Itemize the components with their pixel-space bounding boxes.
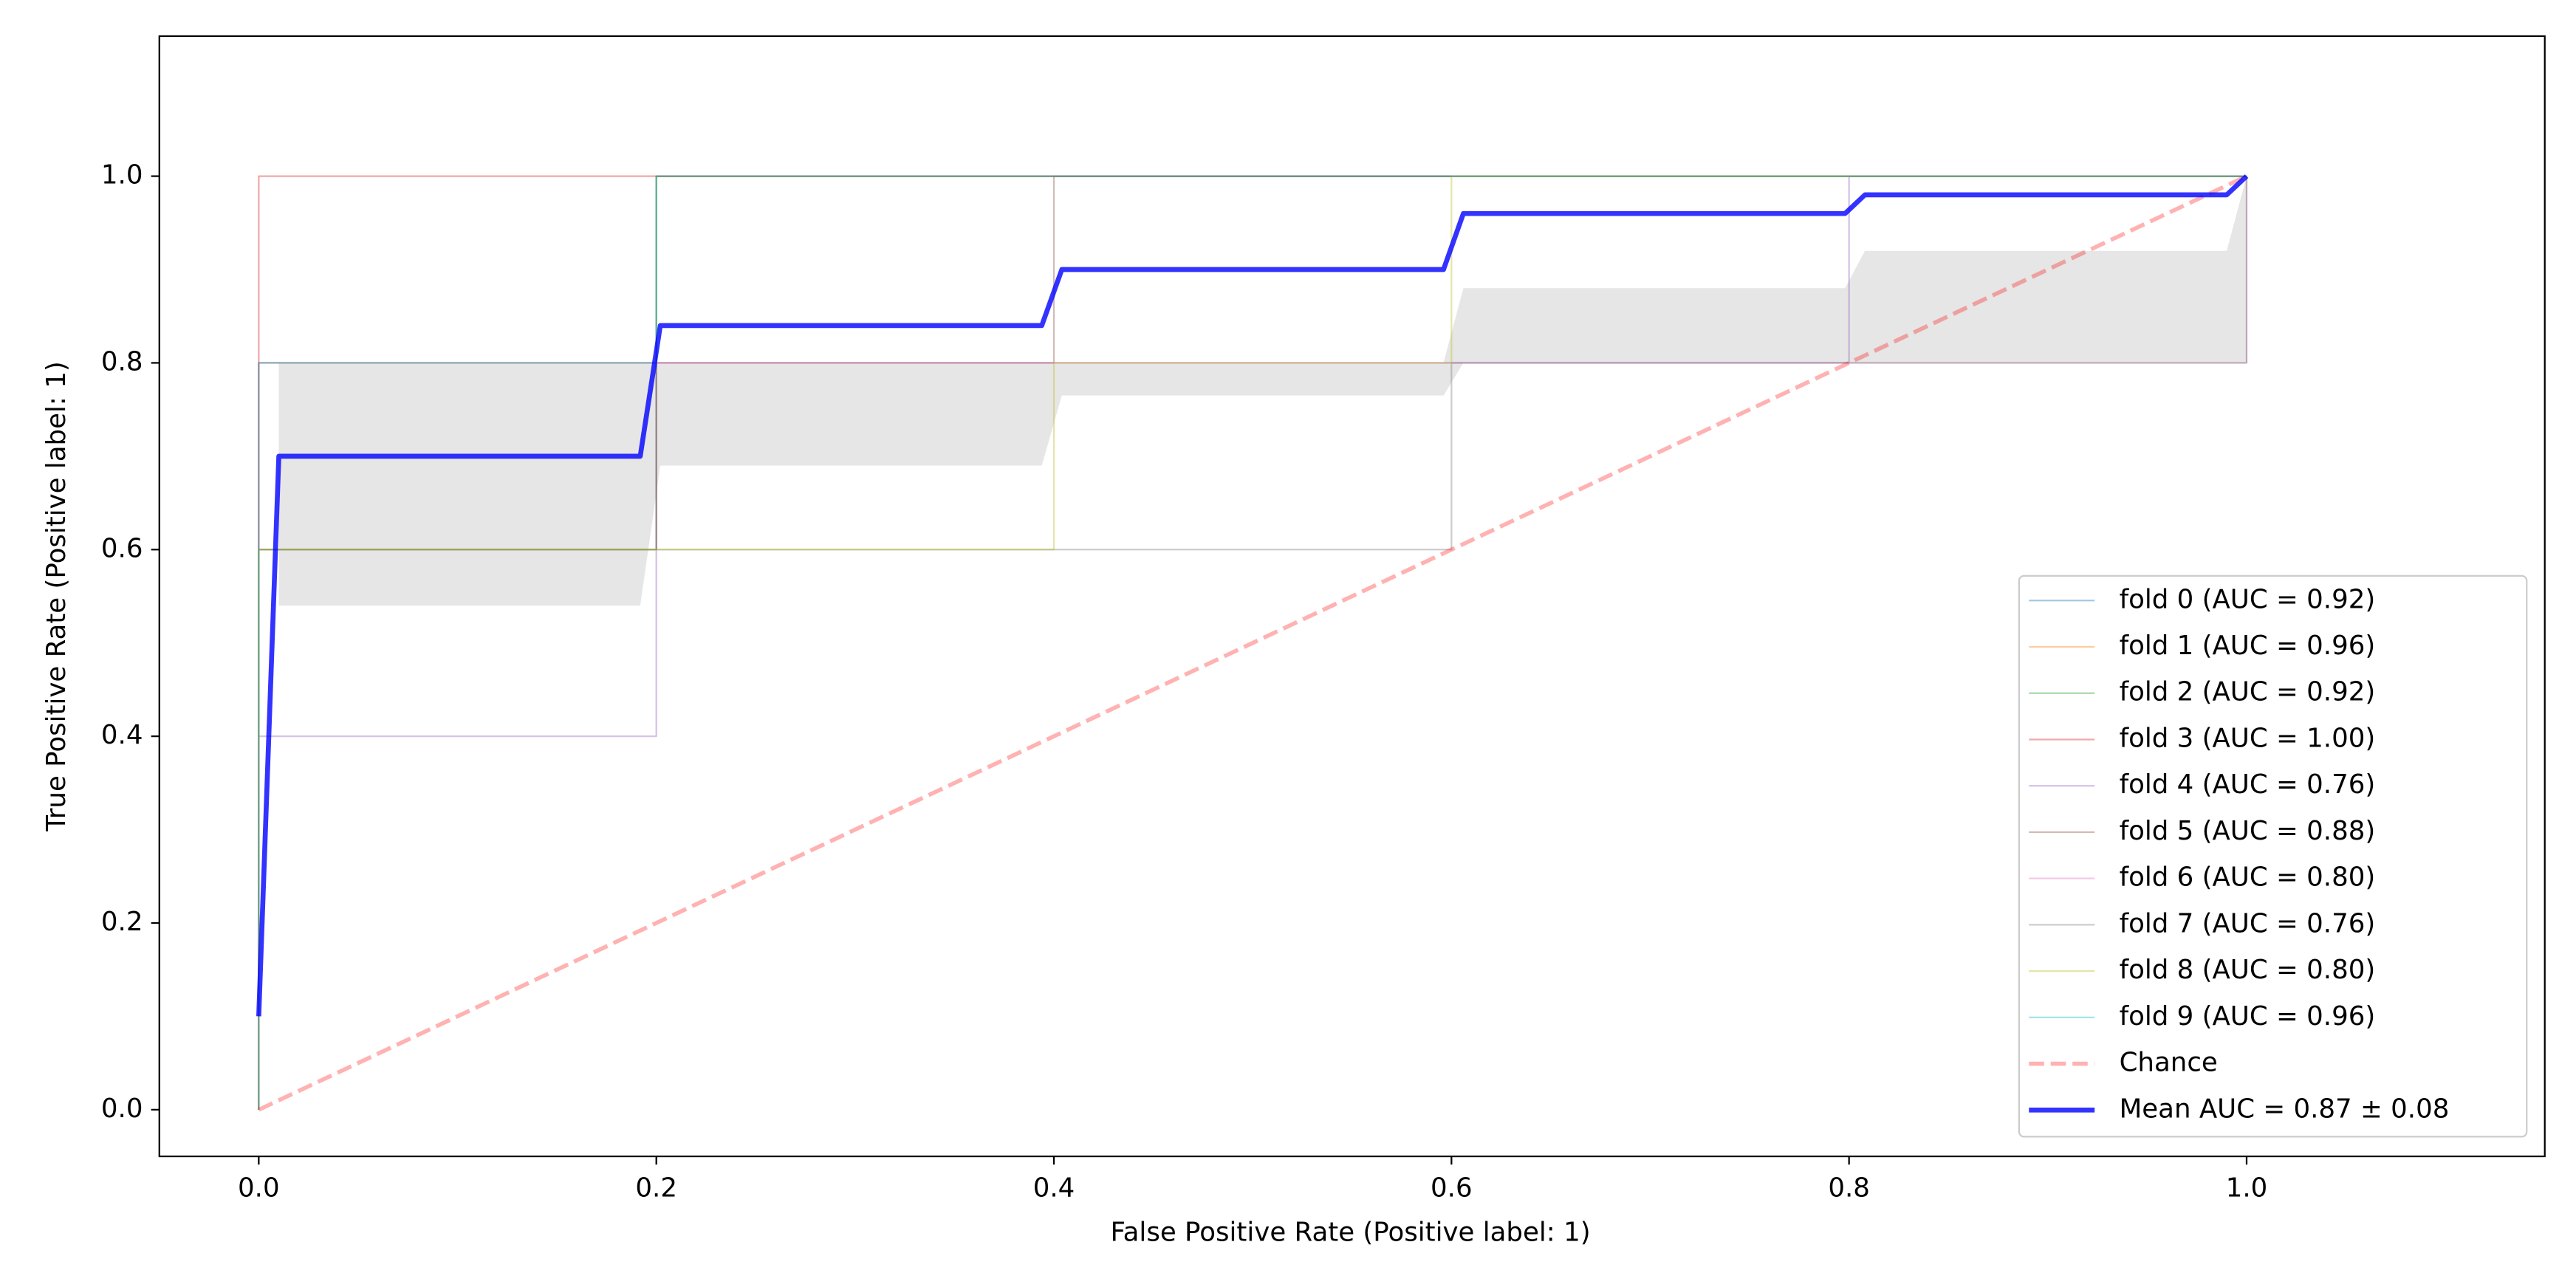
series-line [258,176,2248,1110]
series-line [256,174,2249,1017]
x-tick-label: 0.2 [635,1173,677,1204]
legend-label: fold 0 (AUC = 0.92) [2120,584,2376,614]
legend-label: Mean AUC = 0.87 ± 0.08 [2120,1094,2450,1124]
axes-frame [158,35,2546,1158]
series-line [258,174,2248,1112]
legend-label: fold 6 (AUC = 0.80) [2120,862,2376,893]
legend-label: fold 2 (AUC = 0.92) [2120,677,2376,707]
y-tick-label: 0.6 [101,533,143,563]
series-line [258,175,2247,1110]
legend-label: fold 3 (AUC = 1.00) [2120,723,2376,753]
legend-box [2018,574,2528,1138]
legend-label: fold 7 (AUC = 0.76) [2120,908,2376,939]
y-tick-label: 0.2 [101,907,143,937]
x-tick-label: 0.0 [238,1173,280,1204]
y-tick-label: 0.0 [101,1094,143,1124]
legend-label: fold 8 (AUC = 0.80) [2120,955,2376,985]
legend-label: Chance [2120,1048,2218,1078]
plot-area [256,174,2249,1112]
std-band [278,176,2247,606]
series-line [258,175,2247,1110]
x-tick-label: 0.6 [1431,1173,1473,1204]
legend-label: fold 4 (AUC = 0.76) [2120,769,2376,800]
x-axis-label: False Positive Rate (Positive label: 1) [1110,1218,1590,1248]
y-tick-label: 0.8 [101,346,143,377]
x-tick-label: 0.4 [1033,1173,1075,1204]
legend-label: fold 5 (AUC = 0.88) [2120,816,2376,846]
legend-label: fold 9 (AUC = 0.96) [2120,1001,2376,1032]
x-tick-label: 0.8 [1828,1173,1870,1204]
y-tick-label: 1.0 [101,160,143,191]
legend-label: fold 1 (AUC = 0.96) [2120,631,2376,661]
y-tick-label: 0.4 [101,720,143,750]
series-line [258,176,2248,1110]
series-line [258,175,2247,1110]
x-tick-label: 1.0 [2226,1173,2268,1204]
legend: fold 0 (AUC = 0.92) fold 1 (AUC = 0.96) fo… [2018,574,2528,1138]
y-axis-label: True Positive Rate (Positive label: 1) [41,361,72,831]
